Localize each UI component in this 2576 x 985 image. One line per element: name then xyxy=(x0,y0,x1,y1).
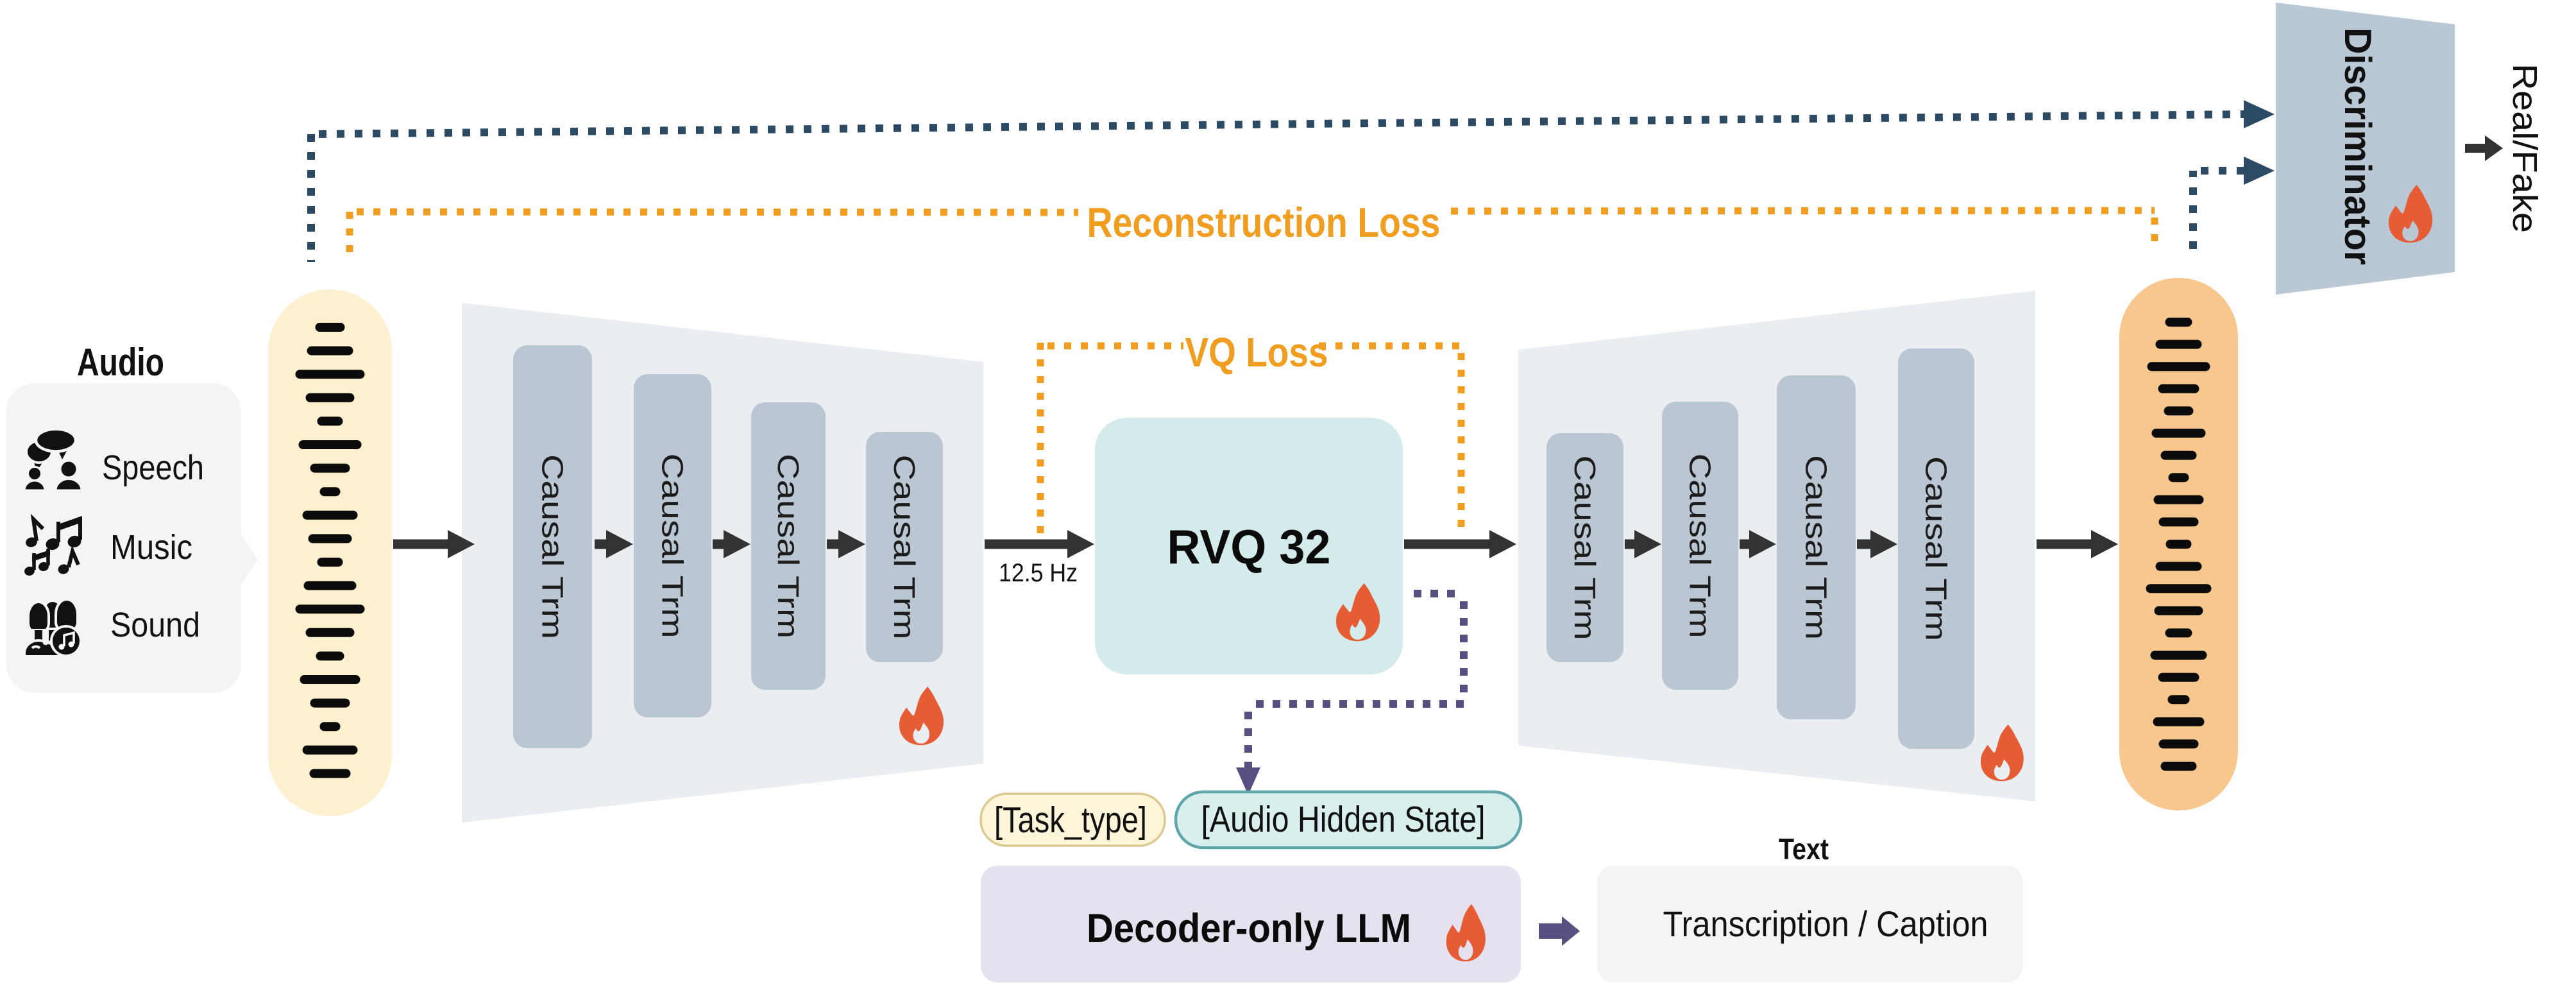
svg-text:Sound: Sound xyxy=(110,606,200,644)
svg-text:Causal Trm: Causal Trm xyxy=(536,454,570,639)
svg-text:12.5 Hz: 12.5 Hz xyxy=(999,559,1078,587)
svg-text:Causal Trm: Causal Trm xyxy=(1920,456,1953,641)
svg-text:Audio: Audio xyxy=(77,341,164,384)
svg-text:Causal Trm: Causal Trm xyxy=(1800,455,1833,640)
svg-text:Reconstruction Loss: Reconstruction Loss xyxy=(1087,199,1441,246)
svg-text:Causal Trm: Causal Trm xyxy=(772,454,805,638)
svg-text:VQ Loss: VQ Loss xyxy=(1185,329,1328,375)
svg-text:[Audio Hidden State]: [Audio Hidden State] xyxy=(1201,799,1486,840)
svg-text:Causal Trm: Causal Trm xyxy=(1568,456,1602,640)
svg-text:Real/Fake: Real/Fake xyxy=(2505,64,2544,233)
svg-text:Music: Music xyxy=(110,528,192,567)
svg-text:Causal Trm: Causal Trm xyxy=(888,455,921,640)
svg-text:Decoder-only LLM: Decoder-only LLM xyxy=(1087,906,1411,951)
svg-text:Speech: Speech xyxy=(102,449,204,487)
svg-text:Transcription / Caption: Transcription / Caption xyxy=(1663,904,1988,944)
svg-text:Discriminator: Discriminator xyxy=(2337,28,2378,265)
svg-text:Causal Trm: Causal Trm xyxy=(1684,454,1717,638)
svg-text:Text: Text xyxy=(1779,832,1829,866)
svg-text:RVQ 32: RVQ 32 xyxy=(1167,520,1331,574)
svg-text:[Task_type]: [Task_type] xyxy=(994,800,1147,841)
svg-text:Causal Trm: Causal Trm xyxy=(656,454,690,638)
